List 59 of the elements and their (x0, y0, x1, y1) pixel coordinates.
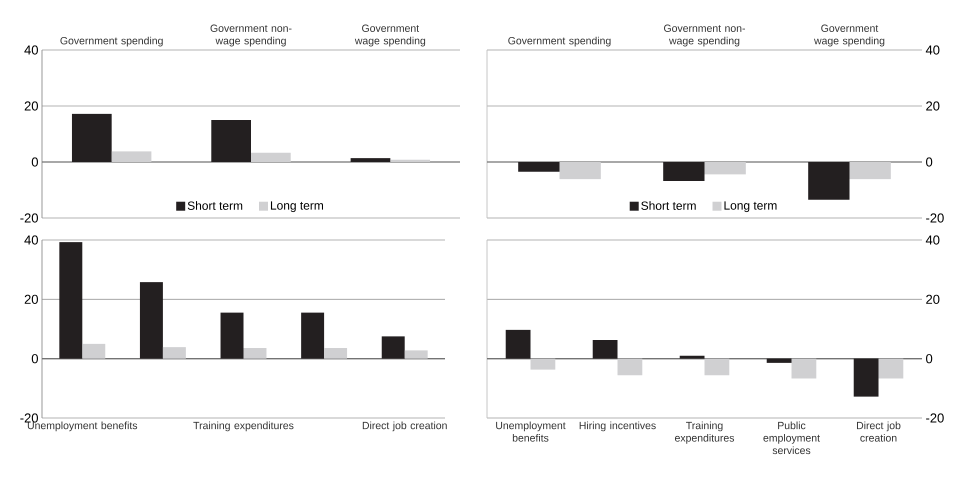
legend-label: Short term (188, 201, 242, 210)
x-tick-label: Government spending (60, 36, 163, 46)
x-tick-label: Direct job creation (362, 422, 447, 432)
bar (766, 358, 792, 363)
y-tick-label: 20 (926, 101, 940, 111)
legend-label: Long term (270, 201, 324, 212)
bar (82, 344, 106, 359)
bar (324, 348, 348, 359)
bar (112, 151, 152, 162)
y-tick-label: -20 (926, 413, 944, 423)
bar (878, 358, 904, 379)
y-tick-label: 0 (926, 354, 932, 364)
bar (704, 358, 730, 376)
x-tick-label: Training expenditures (193, 422, 294, 432)
bar (618, 358, 642, 376)
y-tick-label: 0 (926, 157, 932, 167)
legend-label: Short term (641, 201, 696, 210)
x-tick-label: Unemployment benefits (28, 422, 138, 432)
y-tick-label: -20 (926, 213, 944, 223)
y-tick-label: 40 (926, 235, 940, 245)
x-tick-label: Unemployment benefits (496, 422, 566, 442)
legend-label: Long term (724, 201, 777, 212)
bar (350, 158, 390, 162)
bar (382, 336, 405, 359)
x-tick-label: Government non-wage spending (210, 24, 292, 46)
bar (592, 340, 618, 359)
bar (211, 120, 251, 162)
x-tick-label: Government wage spending (354, 24, 426, 46)
bar (506, 330, 531, 359)
y-tick-label: 0 (32, 354, 38, 364)
bar (140, 282, 163, 359)
bar (59, 242, 82, 359)
x-tick-label: Training expenditures (674, 422, 734, 444)
x-tick-label: Government wage spending (814, 24, 884, 46)
x-tick-label: Hiring incentives (580, 422, 656, 432)
y-tick-label: 40 (24, 45, 38, 55)
bar (680, 356, 705, 359)
y-tick-label: 20 (24, 101, 38, 111)
y-tick-label: 20 (926, 294, 940, 304)
y-tick-label: 40 (24, 235, 38, 245)
bar (220, 312, 244, 359)
y-tick-label: -20 (20, 213, 38, 223)
bar (244, 348, 266, 359)
bar (162, 347, 186, 359)
y-tick-label: 40 (926, 45, 940, 55)
y-tick-label: 20 (24, 294, 38, 304)
x-tick-label: Government spending (508, 36, 611, 46)
bar (792, 358, 816, 379)
bar (854, 358, 879, 397)
bar (72, 114, 112, 162)
x-tick-label: Direct job creation (856, 422, 900, 442)
bar (251, 152, 291, 162)
bar (404, 350, 428, 359)
y-tick-label: -20 (20, 413, 38, 423)
y-tick-label: 0 (32, 157, 38, 167)
bar (530, 358, 556, 370)
x-tick-label: Government non-wage spending (664, 24, 746, 46)
x-tick-label: Public employment services (763, 422, 820, 454)
bar (301, 312, 324, 359)
